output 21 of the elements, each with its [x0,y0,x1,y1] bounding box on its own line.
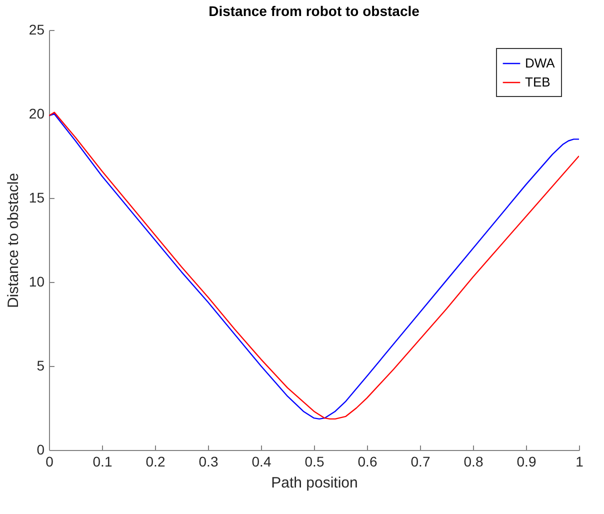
y-tick-label: 15 [28,190,45,206]
legend-label: TEB [525,74,550,90]
x-tick-label: 0.2 [146,454,166,470]
y-tick-label: 10 [28,274,45,290]
x-tick-label: 0.5 [304,454,324,470]
x-tick-label: 0.8 [464,454,484,470]
y-axis-title: Distance to obstacle [4,172,22,308]
x-tick-label: 0.1 [92,454,112,470]
x-tick-label: 1 [576,454,584,470]
x-tick-label: 0.3 [198,454,218,470]
legend-label: DWA [525,56,556,70]
y-tick-label: 25 [28,22,45,38]
x-axis-title: Path position [271,474,358,492]
x-tick-label: 0.6 [358,454,378,470]
x-tick-label: 0.4 [252,454,272,470]
x-tick-label: 0.7 [410,454,430,470]
chart-title: Distance from robot to obstacle [208,3,420,19]
y-tick-label: 20 [28,106,45,122]
y-tick-label: 0 [36,442,45,458]
x-tick-label: 0.9 [516,454,536,470]
y-tick-label: 5 [36,358,45,374]
